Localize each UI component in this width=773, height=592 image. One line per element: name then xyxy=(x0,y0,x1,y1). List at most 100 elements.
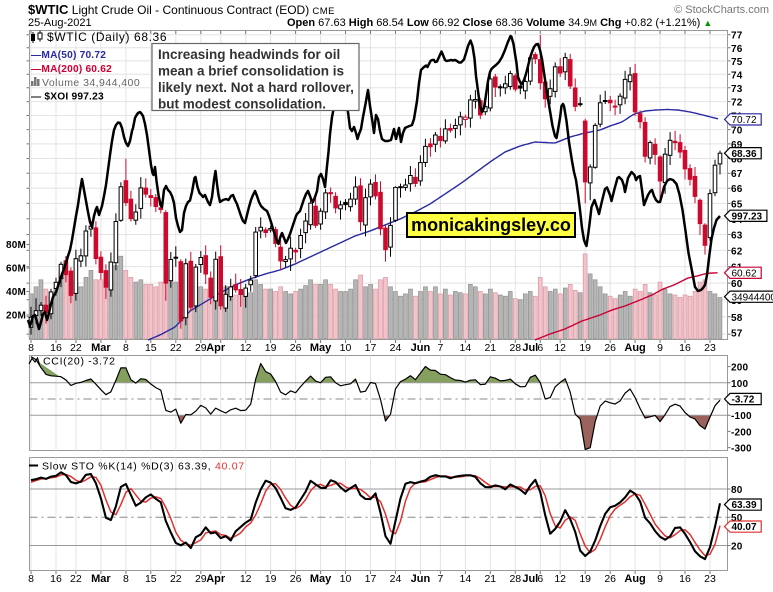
svg-text:997.23: 997.23 xyxy=(732,211,763,222)
svg-text:8: 8 xyxy=(28,342,34,354)
svg-text:mean a brief consolidation is: mean a brief consolidation is xyxy=(158,64,344,79)
svg-text:100: 100 xyxy=(731,379,749,390)
svg-text:29: 29 xyxy=(195,573,207,585)
svg-text:24: 24 xyxy=(390,573,402,585)
svg-text:19: 19 xyxy=(579,342,591,354)
svg-text:12: 12 xyxy=(240,573,252,585)
svg-text:Jun: Jun xyxy=(411,573,431,585)
svg-text:20: 20 xyxy=(731,542,743,553)
svg-text:67: 67 xyxy=(731,169,743,180)
svg-text:63.39: 63.39 xyxy=(732,500,757,511)
svg-text:$WTIC (Daily) 68.36: $WTIC (Daily) 68.36 xyxy=(47,30,167,44)
svg-text:9: 9 xyxy=(657,573,663,585)
svg-text:60M: 60M xyxy=(6,264,26,275)
svg-text:8: 8 xyxy=(123,573,129,585)
svg-text:19: 19 xyxy=(579,573,591,585)
svg-text:Jun: Jun xyxy=(411,342,431,354)
svg-text:22: 22 xyxy=(170,573,182,585)
svg-text:6: 6 xyxy=(537,342,543,354)
svg-text:-200: -200 xyxy=(731,427,752,438)
svg-text:Aug: Aug xyxy=(624,573,645,585)
svg-text:16: 16 xyxy=(679,573,691,585)
svg-text:Apr: Apr xyxy=(206,573,226,585)
svg-text:© StockCharts.com: © StockCharts.com xyxy=(674,4,769,16)
svg-text:29: 29 xyxy=(195,342,207,354)
svg-text:Increasing headwinds for oil: Increasing headwinds for oil xyxy=(158,47,340,62)
svg-text:70: 70 xyxy=(731,126,743,137)
svg-text:Slow STO %K(14) %D(3) 63.39, 4: Slow STO %K(14) %D(3) 63.39, 40.07 xyxy=(42,461,245,473)
svg-text:—MA(50) 70.72: —MA(50) 70.72 xyxy=(31,50,106,61)
svg-text:Apr: Apr xyxy=(206,342,226,354)
svg-text:17: 17 xyxy=(365,573,377,585)
svg-text:19: 19 xyxy=(265,342,277,354)
svg-text:16: 16 xyxy=(50,342,62,354)
svg-text:-300: -300 xyxy=(731,444,752,455)
svg-text:$WTIC Light Crude Oil - Contin: $WTIC Light Crude Oil - Continuous Contr… xyxy=(28,2,335,17)
svg-text:—MA(200) 60.62: —MA(200) 60.62 xyxy=(31,64,112,75)
svg-text:19: 19 xyxy=(265,573,277,585)
svg-text:22: 22 xyxy=(70,573,82,585)
svg-text:80: 80 xyxy=(731,485,743,496)
svg-text:75: 75 xyxy=(731,57,743,68)
svg-text:22: 22 xyxy=(70,342,82,354)
svg-text:26: 26 xyxy=(290,342,302,354)
svg-text:monicakingsley.co: monicakingsley.co xyxy=(411,215,571,235)
svg-text:Volume 34,944,400: Volume 34,944,400 xyxy=(42,77,140,89)
svg-text:72: 72 xyxy=(731,98,743,109)
svg-text:9: 9 xyxy=(657,342,663,354)
svg-text:60.62: 60.62 xyxy=(732,268,757,279)
svg-text:Mar: Mar xyxy=(91,342,111,354)
svg-text:34944400: 34944400 xyxy=(732,292,773,303)
svg-text:21: 21 xyxy=(484,342,496,354)
svg-text:24: 24 xyxy=(390,342,402,354)
svg-text:20M: 20M xyxy=(6,311,26,322)
svg-text:40.07: 40.07 xyxy=(732,522,757,533)
svg-text:6: 6 xyxy=(537,573,543,585)
svg-text:May: May xyxy=(310,573,332,585)
svg-text:58: 58 xyxy=(731,313,743,324)
svg-text:7: 7 xyxy=(437,342,443,354)
svg-text:17: 17 xyxy=(365,342,377,354)
svg-text:66: 66 xyxy=(731,184,743,195)
svg-text:26: 26 xyxy=(290,573,302,585)
svg-text:7: 7 xyxy=(437,573,443,585)
svg-text:23: 23 xyxy=(704,342,716,354)
svg-text:22: 22 xyxy=(170,342,182,354)
svg-text:— $XOI 997.23: — $XOI 997.23 xyxy=(31,92,104,103)
svg-text:May: May xyxy=(310,342,332,354)
svg-text:14: 14 xyxy=(460,342,472,354)
svg-text:12: 12 xyxy=(240,342,252,354)
svg-text:Open 67.63 High 68.54 Low 66.9: Open 67.63 High 68.54 Low 66.92 Close 68… xyxy=(287,17,712,29)
svg-text:70.72: 70.72 xyxy=(732,115,757,126)
svg-text:but modest consolidation.: but modest consolidation. xyxy=(158,97,326,112)
svg-text:65: 65 xyxy=(731,199,743,210)
svg-text:10: 10 xyxy=(340,573,352,585)
svg-text:57: 57 xyxy=(731,328,743,339)
svg-text:200: 200 xyxy=(731,363,749,374)
svg-text:15: 15 xyxy=(145,573,157,585)
svg-text:21: 21 xyxy=(484,573,496,585)
svg-text:12: 12 xyxy=(554,342,566,354)
svg-text:15: 15 xyxy=(145,342,157,354)
svg-text:-3.72: -3.72 xyxy=(732,395,755,406)
svg-text:16: 16 xyxy=(679,342,691,354)
svg-text:CCI(20) -3.72: CCI(20) -3.72 xyxy=(43,356,116,368)
svg-text:28: 28 xyxy=(509,342,521,354)
svg-text:25-Aug-2021: 25-Aug-2021 xyxy=(28,17,92,29)
svg-text:14: 14 xyxy=(460,573,472,585)
svg-text:8: 8 xyxy=(28,573,34,585)
svg-text:-100: -100 xyxy=(731,411,752,422)
svg-text:80M: 80M xyxy=(6,240,26,251)
svg-text:16: 16 xyxy=(50,573,62,585)
svg-text:63: 63 xyxy=(731,231,743,242)
svg-text:28: 28 xyxy=(509,573,521,585)
svg-text:23: 23 xyxy=(704,573,716,585)
svg-text:76: 76 xyxy=(731,44,743,55)
svg-text:74: 74 xyxy=(731,70,743,81)
svg-text:12: 12 xyxy=(554,573,566,585)
svg-text:Jul: Jul xyxy=(522,342,538,354)
svg-text:40M: 40M xyxy=(6,287,26,298)
svg-text:60: 60 xyxy=(731,279,743,290)
svg-text:73: 73 xyxy=(731,84,743,95)
svg-text:Mar: Mar xyxy=(91,573,111,585)
